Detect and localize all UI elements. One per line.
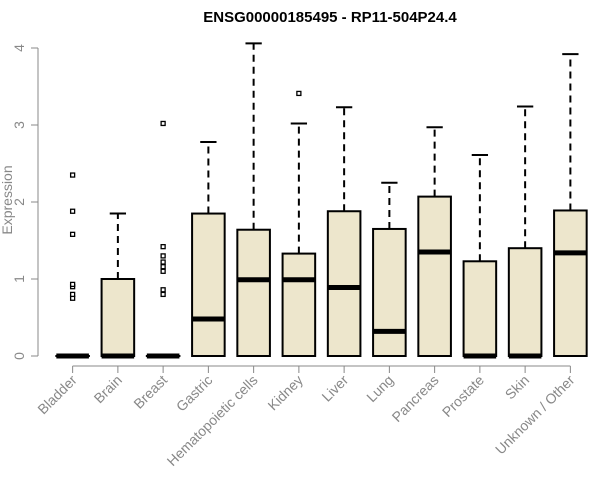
box-lung [372, 181, 407, 357]
box-prostate [462, 154, 498, 359]
y-axis-label: Expression [0, 165, 15, 234]
box-unknown-other [553, 53, 588, 357]
box-breast [145, 120, 181, 359]
outlier-point [160, 291, 166, 298]
x-tick-label: Gastric [173, 372, 216, 415]
box-bladder [55, 172, 90, 359]
y-axis: 0 1 2 3 4 [11, 44, 39, 360]
x-tick-label: Unknown / Other [492, 372, 578, 458]
box-rect [507, 247, 543, 357]
x-tick-label: Kidney [264, 372, 306, 414]
chart-title: ENSG00000185495 - RP11-504P24.4 [203, 9, 457, 26]
box-pancreas [417, 126, 452, 357]
y-tick-label: 3 [11, 121, 27, 129]
box-rect [100, 278, 136, 357]
y-tick-label: 0 [11, 352, 27, 360]
box-brain [100, 212, 136, 359]
outlier-point [69, 281, 76, 288]
outlier-point [69, 208, 76, 214]
box-hematopoietic-cells [236, 42, 271, 357]
box-kidney [281, 90, 317, 357]
outlier-point [69, 231, 76, 237]
box-rect [372, 227, 407, 357]
outlier-point [69, 172, 76, 178]
y-tick-label: 2 [11, 198, 27, 206]
box-rect [326, 210, 362, 357]
box-rect [236, 228, 271, 357]
x-tick-label: Brain [91, 372, 125, 406]
outlier-point [160, 253, 166, 259]
outlier-point [296, 90, 302, 97]
x-tick-label: Bladder [34, 372, 80, 418]
x-tick-label: Pancreas [389, 372, 442, 425]
outlier-point [160, 120, 166, 127]
x-tick-label: Prostate [439, 372, 487, 420]
x-tick-label: Skin [502, 372, 533, 403]
x-tick-label: Breast [130, 372, 170, 412]
box-liver [326, 106, 362, 357]
x-tick-label: Lung [363, 372, 396, 405]
outlier-point [160, 244, 166, 250]
box-rect [553, 209, 588, 357]
outlier-point [160, 268, 166, 274]
box-gastric [191, 140, 226, 357]
outlier-point [160, 259, 166, 265]
y-tick-label: 1 [11, 275, 27, 283]
box-rect [191, 212, 226, 357]
x-tick-label: Liver [318, 372, 351, 405]
box-rect [462, 260, 498, 358]
box-series [55, 42, 588, 359]
y-tick-label: 4 [11, 44, 27, 52]
box-rect [281, 252, 317, 357]
box-skin [507, 105, 543, 359]
outlier-point [160, 264, 166, 270]
box-rect [417, 195, 452, 357]
outlier-point [69, 291, 76, 298]
outlier-point [160, 287, 166, 293]
